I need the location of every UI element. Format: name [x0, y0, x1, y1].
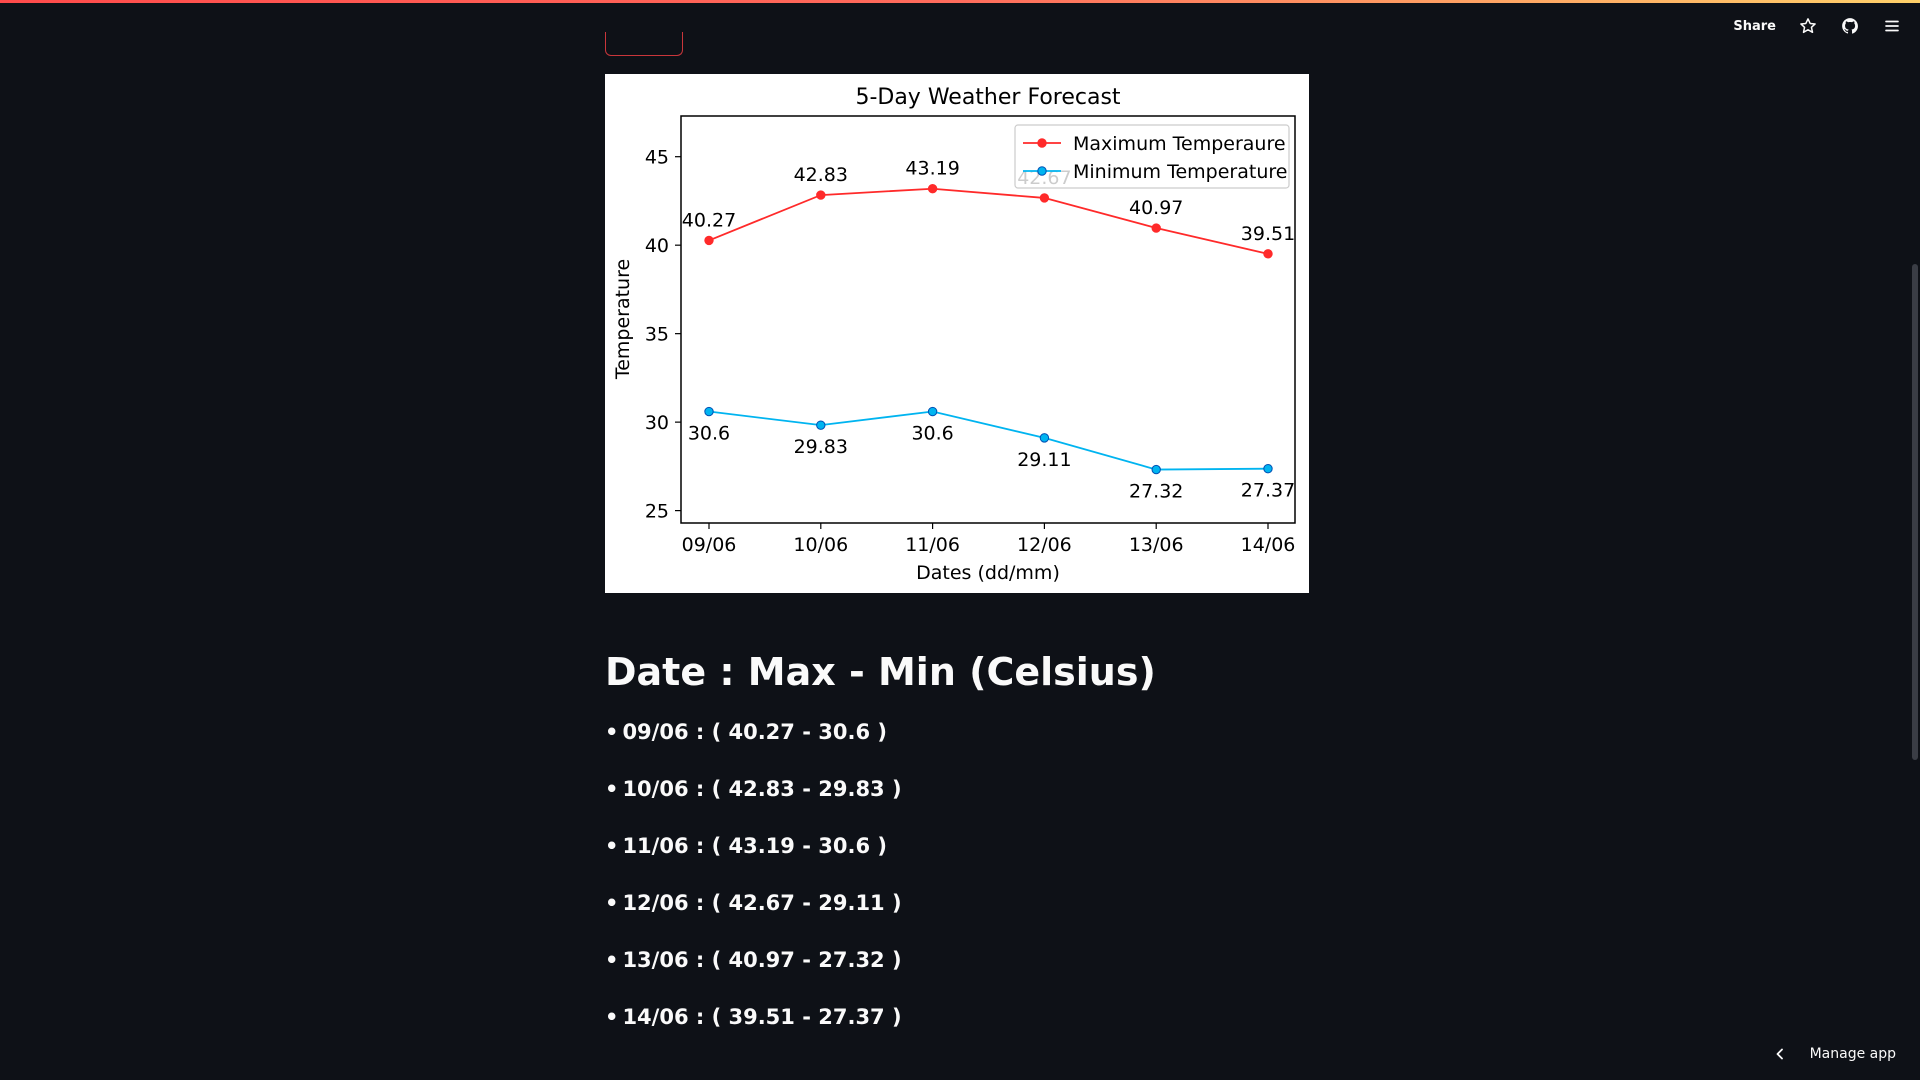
data-label: 29.11 [1017, 449, 1071, 471]
legend-box [1014, 124, 1290, 189]
x-tick-label: 09/06 [682, 534, 737, 556]
data-point [927, 406, 938, 417]
bullet: • [605, 948, 619, 972]
menu-icon[interactable] [1882, 16, 1902, 36]
data-label: 29.83 [794, 436, 848, 458]
y-axis-label: Temperature [612, 259, 634, 380]
share-button[interactable]: Share [1733, 18, 1776, 34]
series-line-0 [708, 187, 1269, 255]
summary-list: • 09/06 : ( 40.27 - 30.6 ) • 10/06 : ( 42.8… [605, 717, 1405, 1059]
legend-label: Minimum Temperature [1073, 161, 1287, 183]
chevron-left-icon [1776, 1048, 1783, 1060]
top-decoration-bar [0, 0, 1920, 3]
data-label: 27.32 [1129, 481, 1183, 503]
legend-label: Maximum Temperaure [1073, 133, 1286, 155]
y-tick-label: 45 [645, 147, 669, 169]
summary-item-text: 10/06 : ( 42.83 - 29.83 ) [622, 777, 902, 801]
weather-chart-svg: 5-Day Weather Forecast 25 30 35 40 45 09/06 10/… [612, 85, 1296, 584]
data-label: 39.51 [1241, 223, 1295, 245]
x-axis-label: Dates (dd/mm) [916, 562, 1060, 584]
partially-visible-button[interactable] [605, 32, 683, 56]
data-label: 30.6 [688, 423, 730, 445]
data-label: 30.6 [911, 423, 953, 445]
weather-chart: 5-Day Weather Forecast 25 30 35 40 45 09/06 10/… [605, 74, 1309, 593]
data-point [704, 406, 714, 417]
summary-list-item: • 10/06 : ( 42.83 - 29.83 ) [605, 774, 1405, 831]
summary-list-item: • 14/06 : ( 39.51 - 27.37 ) [605, 1002, 1405, 1059]
summary-item-text: 13/06 : ( 40.97 - 27.32 ) [622, 948, 902, 972]
data-point [1263, 249, 1273, 259]
legend-marker [1037, 166, 1047, 176]
x-tick-label: 11/06 [905, 534, 960, 556]
summary-list-item: • 13/06 : ( 40.97 - 27.32 ) [605, 945, 1405, 1002]
data-label: 27.37 [1241, 480, 1295, 502]
star-icon[interactable] [1798, 16, 1818, 36]
bullet: • [605, 720, 619, 744]
summary-heading: Date : Max - Min (Celsius) [605, 650, 1156, 694]
data-point [1151, 223, 1161, 233]
x-tick-label: 13/06 [1129, 534, 1184, 556]
manage-app-button[interactable]: Manage app [1774, 1040, 1896, 1068]
x-tick-label: 10/06 [793, 534, 848, 556]
data-label: 40.27 [682, 209, 736, 231]
data-point [1039, 433, 1050, 443]
plot-frame [680, 115, 1296, 524]
page-scrollbar[interactable] [1912, 264, 1918, 760]
legend-marker [1037, 138, 1047, 148]
y-tick-label: 35 [645, 324, 669, 346]
data-point [1039, 193, 1050, 203]
data-label: 43.19 [905, 158, 959, 180]
summary-list-item: • 09/06 : ( 40.27 - 30.6 ) [605, 717, 1405, 774]
x-tick-label: 12/06 [1017, 534, 1072, 556]
bullet: • [605, 777, 619, 801]
bullet: • [605, 834, 619, 858]
app-toolbar: Share [1733, 14, 1902, 38]
manage-app-label: Manage app [1809, 1046, 1896, 1062]
y-tick-label: 30 [645, 412, 669, 434]
chart-title: 5-Day Weather Forecast [855, 85, 1120, 110]
summary-item-text: 09/06 : ( 40.27 - 30.6 ) [622, 720, 887, 744]
summary-item-text: 11/06 : ( 43.19 - 30.6 ) [622, 834, 887, 858]
series-line-1 [708, 410, 1269, 471]
github-icon[interactable] [1840, 16, 1860, 36]
data-label: 42.83 [794, 164, 848, 186]
y-tick-label: 40 [645, 235, 669, 257]
summary-list-item: • 12/06 : ( 42.67 - 29.11 ) [605, 888, 1405, 945]
bullet: • [605, 891, 619, 915]
data-point [816, 420, 826, 430]
summary-item-text: 12/06 : ( 42.67 - 29.11 ) [622, 891, 902, 915]
data-label: 40.97 [1129, 197, 1183, 219]
data-point [816, 190, 826, 200]
data-point [1151, 464, 1161, 475]
summary-item-text: 14/06 : ( 39.51 - 27.37 ) [622, 1005, 902, 1029]
data-point [927, 184, 938, 194]
data-point [704, 235, 714, 246]
bullet: • [605, 1005, 619, 1029]
y-tick-label: 25 [645, 501, 669, 523]
summary-section: Date : Max - Min (Celsius) • 09/06 : ( 40… [605, 645, 1405, 1059]
x-tick-label: 14/06 [1241, 534, 1296, 556]
data-point [1263, 463, 1273, 474]
summary-list-item: • 11/06 : ( 43.19 - 30.6 ) [605, 831, 1405, 888]
